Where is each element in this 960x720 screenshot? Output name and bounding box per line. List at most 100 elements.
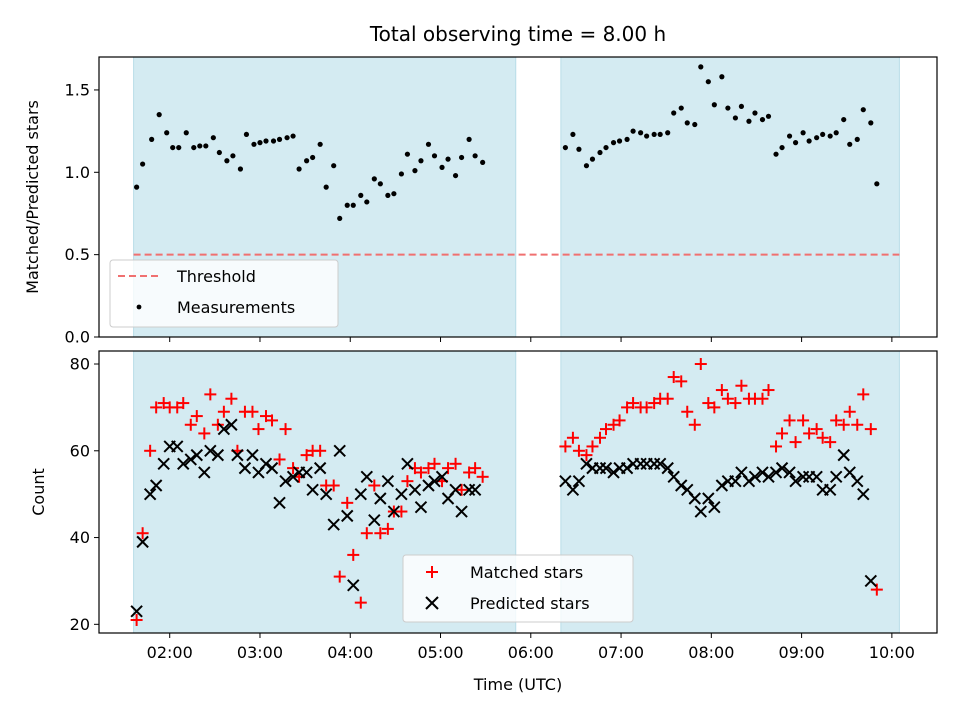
x-tick-label-3: 05:00 — [417, 643, 463, 662]
matched-stars-point-7 — [177, 397, 190, 410]
predicted-stars-point-48 — [455, 505, 468, 518]
predicted-stars-point-57 — [599, 461, 613, 475]
matched-stars-point-29 — [327, 479, 340, 492]
matched-stars-point-65 — [648, 397, 661, 410]
top-y-tick-label-3: 1.5 — [65, 80, 90, 99]
matched-stars-point-30 — [333, 570, 346, 583]
predicted-stars-point-79 — [748, 470, 762, 484]
measurements-point-13 — [224, 158, 230, 164]
matched-stars-point-14 — [225, 392, 238, 405]
predicted-stars-point-73 — [708, 500, 721, 514]
predicted-stars-point-82 — [769, 466, 783, 479]
predicted-stars-point-30 — [333, 444, 346, 457]
predicted-stars-point-8 — [184, 453, 197, 466]
predicted-stars-point-76 — [729, 474, 742, 488]
measurements-point-50 — [472, 153, 478, 159]
x-tick-label-6: 08:00 — [688, 643, 734, 662]
predicted-stars-point-92 — [837, 448, 850, 462]
measurements-point-52 — [562, 144, 568, 151]
matched-stars-point-51 — [476, 470, 489, 483]
predicted-stars-point-28 — [319, 487, 333, 501]
matched-stars-point-78 — [735, 379, 748, 392]
measurements-point-76 — [725, 105, 731, 111]
predicted-stars-point-78 — [742, 474, 756, 488]
matched-stars-point-96 — [857, 388, 870, 401]
top-y-tick-label-1: 0.5 — [65, 245, 90, 264]
measurements-point-97 — [868, 120, 874, 126]
measurements-point-44 — [431, 153, 438, 159]
measurements-point-15 — [237, 166, 244, 172]
predicted-stars-point-37 — [381, 474, 395, 488]
matched-stars-point-23 — [287, 462, 300, 475]
measurements-point-24 — [296, 166, 302, 172]
measurements-point-35 — [371, 176, 377, 182]
predicted-stars-point-47 — [449, 483, 462, 497]
matched-stars-point-35 — [368, 479, 381, 492]
x-tick-label-5: 07:00 — [598, 643, 644, 662]
matched-stars-point-40 — [401, 475, 414, 488]
predicted-stars-point-71 — [694, 505, 708, 518]
x-tick-label-0: 02:00 — [147, 643, 193, 662]
predicted-stars-point-81 — [762, 470, 775, 484]
measurements-point-7 — [183, 130, 189, 136]
predicted-stars-point-39 — [395, 487, 408, 501]
predicted-stars-point-84 — [783, 466, 796, 479]
matched-stars-point-39 — [395, 505, 408, 518]
predicted-stars-point-54 — [580, 457, 593, 471]
predicted-stars-point-52 — [566, 483, 580, 497]
top-window-1 — [560, 56, 900, 338]
matched-stars-point-88 — [803, 427, 816, 440]
measurements-point-83 — [773, 151, 779, 157]
measurements-point-82 — [765, 113, 772, 119]
predicted-stars-point-60 — [620, 461, 634, 475]
measurements-point-42 — [418, 158, 424, 164]
measurements-point-71 — [692, 121, 698, 128]
measurements-point-39 — [398, 171, 405, 177]
matched-stars-point-44 — [428, 457, 441, 470]
matched-stars-point-17 — [246, 405, 259, 418]
x-tick-label-7: 09:00 — [779, 643, 825, 662]
measurements-point-62 — [630, 128, 636, 134]
bottom-y-tick-label-2: 60 — [70, 441, 90, 460]
predicted-stars-point-35 — [368, 513, 381, 527]
predicted-stars-point-65 — [653, 457, 667, 471]
predicted-stars-point-32 — [347, 579, 360, 592]
matched-stars-point-64 — [640, 401, 653, 414]
matched-stars-point-0 — [130, 613, 143, 626]
predicted-stars-point-45 — [435, 470, 449, 484]
legend-threshold-label: Threshold — [176, 267, 256, 286]
measurements-point-72 — [698, 64, 704, 70]
measurements-point-64 — [644, 133, 650, 139]
predicted-stars-point-72 — [702, 492, 715, 505]
predicted-stars-point-1 — [136, 535, 149, 549]
predicted-stars-point-19 — [259, 457, 273, 471]
matched-stars-point-52 — [559, 440, 572, 453]
predicted-stars-point-43 — [422, 479, 435, 492]
ratio-panel: 0.0 0.5 1.0 1.5 Matched/Predicted stars — [23, 56, 938, 347]
predicted-stars-point-85 — [789, 474, 802, 488]
measurements-point-57 — [597, 149, 603, 156]
measurements-point-56 — [589, 156, 596, 162]
measurements-point-43 — [425, 141, 432, 147]
measurements-point-88 — [806, 138, 812, 144]
predicted-stars-point-74 — [715, 479, 729, 492]
matched-stars-point-91 — [824, 436, 837, 449]
bottom-data-marks — [130, 358, 883, 626]
x-tick-label-8: 10:00 — [869, 643, 915, 662]
top-axes-frame — [98, 56, 938, 338]
matched-stars-point-48 — [455, 483, 468, 496]
measurements-point-17 — [251, 141, 257, 147]
matched-stars-point-13 — [217, 405, 230, 418]
matched-stars-point-61 — [621, 401, 634, 414]
top-axis-ticks: 0.0 0.5 1.0 1.5 — [65, 80, 893, 347]
predicted-stars-point-14 — [225, 418, 238, 431]
matched-stars-point-90 — [816, 431, 829, 444]
measurements-point-16 — [243, 131, 250, 138]
predicted-stars-point-66 — [661, 461, 674, 475]
measurements-point-32 — [350, 202, 356, 208]
predicted-stars-point-22 — [279, 474, 292, 488]
matched-stars-point-34 — [360, 527, 373, 540]
x-tick-label-2: 04:00 — [327, 643, 373, 662]
predicted-stars-point-42 — [414, 500, 428, 514]
